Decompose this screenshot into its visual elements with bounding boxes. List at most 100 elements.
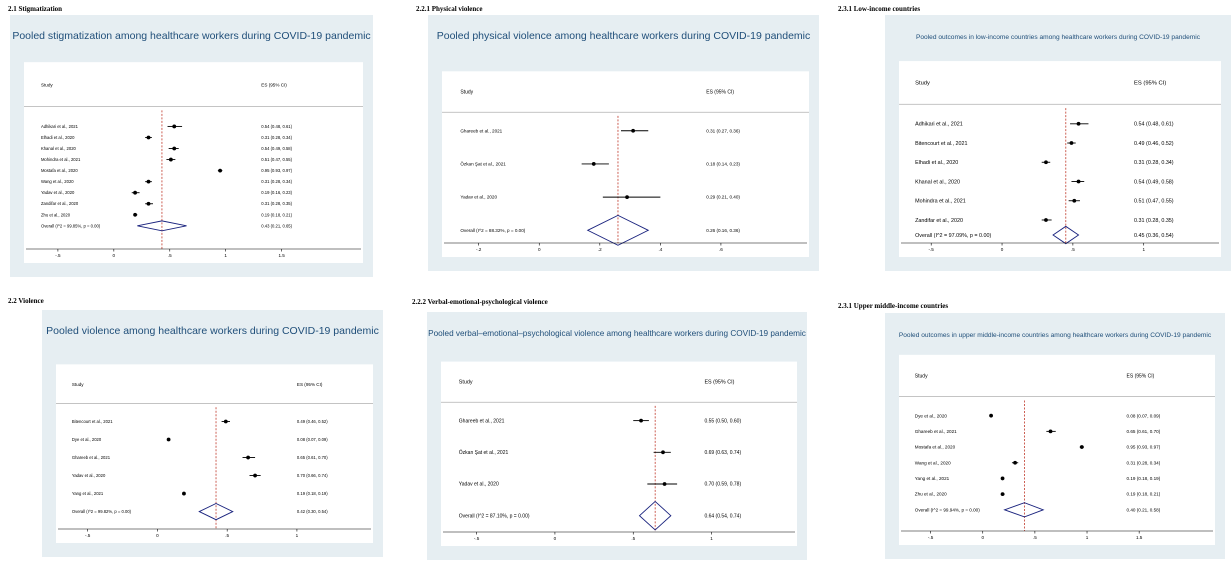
point-estimate <box>1079 445 1084 449</box>
effect-size-label: 0.69 (0.63, 0.74) <box>704 450 741 456</box>
overall-effect-size-label: 0.26 (0.16, 0.36) <box>706 228 740 233</box>
section-label-upper-middle-income: 2.3.1 Upper middle-income countries <box>838 302 949 310</box>
point-estimate <box>1044 218 1048 222</box>
pooled-estimate-diamond <box>1052 225 1080 245</box>
effect-size-label: 0.54 (0.49, 0.58) <box>261 146 292 151</box>
study-label: Yadav et al., 2020 <box>460 195 497 200</box>
point-estimate <box>631 128 636 133</box>
point-estimate <box>1013 460 1017 465</box>
point-estimate <box>182 491 186 496</box>
study-label: Zandifar et al., 2020 <box>915 218 963 224</box>
study-column-header: Study <box>460 90 473 96</box>
pooled-estimate-diamond <box>586 214 650 246</box>
point-estimate <box>166 437 171 442</box>
study-label: Yang et al., 2021 <box>72 491 104 496</box>
effect-size-label: 0.54 (0.49, 0.58) <box>1134 179 1174 185</box>
chart-title: Pooled physical violence among healthcar… <box>437 30 811 42</box>
x-tick-label: -.5 <box>85 533 91 538</box>
point-estimate <box>639 418 643 423</box>
section-label-verbal-violence: 2.2.2 Verbal-emotional-psychological vio… <box>412 298 548 306</box>
x-tick-label: .5 <box>631 536 635 541</box>
point-estimate <box>1048 429 1053 434</box>
effect-size-label: 0.19 (0.18, 0.19) <box>1127 476 1161 481</box>
forest-plot-verbal-violence: Pooled verbal–emotional–psychological vi… <box>427 312 807 560</box>
study-label: Yadav et al., 2020 <box>72 473 106 478</box>
x-tick-label: 0 <box>554 536 557 541</box>
section-label-physical-violence: 2.2.1 Physical violence <box>416 5 483 13</box>
effect-size-label: 0.55 (0.50, 0.60) <box>704 418 741 424</box>
x-tick-label: 1 <box>296 533 299 538</box>
es-column-header: ES (95% CI) <box>1127 374 1155 380</box>
chart-title: Pooled verbal–emotional–psychological vi… <box>428 329 806 338</box>
x-tick-label: -.5 <box>474 536 480 541</box>
x-tick-label: 0 <box>1001 247 1004 252</box>
forest-plot-physical-violence: Pooled physical violence among healthcar… <box>428 15 819 271</box>
point-estimate <box>662 482 667 486</box>
point-estimate <box>591 162 596 166</box>
effect-size-label: 0.51 (0.47, 0.55) <box>261 157 292 162</box>
chart-title: Pooled outcomes in upper middle-income c… <box>899 332 1212 339</box>
effect-size-label: 0.19 (0.18, 0.21) <box>261 212 292 217</box>
point-estimate <box>133 190 137 195</box>
study-column-header: Study <box>915 374 928 380</box>
forest-plot-low-income: Pooled outcomes in low-income countries … <box>885 15 1231 271</box>
overall-label: Overall (I^2 = 99.85%, p = 0.00) <box>41 223 101 228</box>
effect-size-label: 0.51 (0.47, 0.55) <box>1134 199 1174 205</box>
study-label: Zhu et al., 2020 <box>41 212 71 217</box>
point-estimate <box>223 419 228 424</box>
forest-plot-stigmatization: Pooled stigmatization among healthcare w… <box>10 15 373 277</box>
x-tick-label: .2 <box>598 247 602 252</box>
pooled-estimate-diamond <box>1003 502 1045 518</box>
effect-size-label: 0.95 (0.93, 0.97) <box>261 168 292 173</box>
overall-effect-size-label: 0.64 (0.54, 0.74) <box>704 513 741 519</box>
effect-size-label: 0.31 (0.28, 0.35) <box>1134 218 1174 224</box>
effect-size-label: 0.19 (0.18, 0.21) <box>1127 492 1161 497</box>
effect-size-label: 0.19 (0.16, 0.23) <box>261 190 292 195</box>
point-estimate <box>1076 121 1081 126</box>
chart-title: Pooled outcomes in low-income countries … <box>916 34 1201 41</box>
overall-label: Overall (I^2 = 97.09%, p = 0.00) <box>915 233 991 239</box>
es-column-header: ES (95% CI) <box>706 90 734 96</box>
point-estimate <box>168 157 173 162</box>
effect-size-label: 0.31 (0.28, 0.35) <box>261 201 292 206</box>
chart-title: Pooled stigmatization among healthcare w… <box>12 30 370 42</box>
overall-effect-size-label: 0.40 (0.21, 0.58) <box>1127 507 1161 512</box>
x-tick-label: 1 <box>710 536 713 541</box>
point-estimate <box>172 124 177 129</box>
effect-size-label: 0.54 (0.48, 0.61) <box>1134 122 1174 128</box>
effect-size-label: 0.19 (0.18, 0.19) <box>297 491 328 496</box>
study-column-header: Study <box>915 81 930 87</box>
point-estimate <box>146 201 151 206</box>
pooled-estimate-diamond <box>638 500 672 531</box>
effect-size-label: 0.31 (0.28, 0.34) <box>1134 160 1174 166</box>
x-tick-label: .6 <box>719 247 723 252</box>
effect-size-label: 0.70 (0.66, 0.74) <box>297 473 328 478</box>
x-tick-label: 0 <box>981 535 984 540</box>
overall-label: Overall (I^2 = 99.82%, p = 0.00) <box>72 509 132 514</box>
plot-area <box>24 62 363 263</box>
es-column-header: ES (95% CI) <box>297 382 323 387</box>
x-tick-label: 0 <box>538 247 541 252</box>
point-estimate <box>246 455 251 460</box>
effect-size-label: 0.31 (0.27, 0.36) <box>706 128 740 133</box>
study-label: Zhu et al., 2020 <box>915 492 947 497</box>
effect-size-label: 0.95 (0.93, 0.97) <box>1127 445 1161 450</box>
plot-area <box>899 61 1221 257</box>
x-tick-label: 0 <box>113 253 116 258</box>
plot-area <box>442 71 809 257</box>
study-label: Elhadi et al., 2020 <box>915 160 958 166</box>
study-label: Bitencourt et al., 2021 <box>915 141 967 147</box>
study-column-header: Study <box>459 380 473 386</box>
effect-size-label: 0.54 (0.48, 0.61) <box>261 124 292 129</box>
point-estimate <box>172 146 177 151</box>
effect-size-label: 0.18 (0.14, 0.23) <box>706 162 740 167</box>
study-label: Ghareeb et al., 2021 <box>459 418 505 424</box>
x-tick-label: -.2 <box>476 247 482 252</box>
study-label: Özkan Şat et al., 2021 <box>460 161 506 167</box>
point-estimate <box>661 450 665 455</box>
effect-size-label: 0.08 (0.07, 0.09) <box>297 437 328 442</box>
overall-effect-size-label: 0.45 (0.36, 0.54) <box>1134 233 1174 239</box>
section-label-stigmatization: 2.1 Stigmatization <box>8 5 63 13</box>
x-tick-label: -.5 <box>928 535 934 540</box>
overall-effect-size-label: 0.43 (0.21, 0.65) <box>261 223 292 228</box>
